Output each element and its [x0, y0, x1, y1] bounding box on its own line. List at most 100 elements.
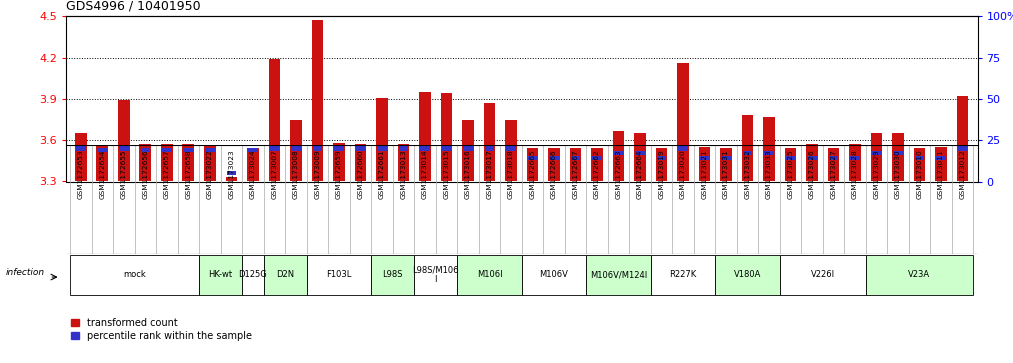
Text: GSM1173009: GSM1173009	[314, 150, 320, 199]
Bar	[377, 146, 387, 151]
FancyBboxPatch shape	[866, 255, 973, 295]
Bar	[700, 156, 709, 160]
Bar	[527, 148, 538, 182]
Text: V23A: V23A	[909, 270, 931, 280]
FancyBboxPatch shape	[587, 255, 650, 295]
Bar	[140, 144, 151, 182]
Text: HK-wt: HK-wt	[209, 270, 233, 280]
Text: D2N: D2N	[277, 270, 294, 280]
Bar	[656, 156, 667, 160]
Text: GSM1173014: GSM1173014	[422, 150, 427, 199]
Bar	[227, 171, 236, 175]
FancyBboxPatch shape	[414, 255, 457, 295]
Text: GSM1173007: GSM1173007	[271, 150, 278, 199]
Text: GSM1173018: GSM1173018	[508, 150, 514, 199]
Bar	[397, 144, 409, 182]
FancyBboxPatch shape	[200, 255, 242, 295]
Bar	[764, 151, 774, 155]
Bar	[356, 146, 366, 151]
Text: GSM1173026: GSM1173026	[809, 150, 815, 199]
Bar	[829, 156, 839, 160]
Bar	[268, 59, 281, 182]
Bar	[935, 147, 947, 182]
Bar	[419, 92, 431, 182]
Text: GSM1172664: GSM1172664	[637, 150, 643, 199]
Bar	[893, 151, 903, 155]
Bar	[376, 98, 388, 182]
Text: GSM1173022: GSM1173022	[207, 150, 213, 199]
Bar	[570, 156, 580, 160]
Bar	[678, 146, 688, 151]
Text: M106I: M106I	[477, 270, 502, 280]
FancyBboxPatch shape	[307, 255, 371, 295]
Text: GSM1173015: GSM1173015	[444, 150, 450, 199]
Text: mock: mock	[124, 270, 146, 280]
Text: GSM1172659: GSM1172659	[336, 150, 342, 199]
Bar	[334, 146, 343, 151]
Bar	[204, 146, 216, 182]
Bar	[528, 156, 537, 160]
Text: GSM1173032: GSM1173032	[745, 150, 751, 199]
Bar	[849, 144, 861, 182]
Bar	[141, 147, 150, 152]
Bar	[634, 133, 646, 182]
FancyBboxPatch shape	[780, 255, 866, 295]
FancyBboxPatch shape	[522, 255, 587, 295]
Bar	[506, 146, 516, 151]
Bar	[786, 156, 795, 160]
Text: GSM1173021: GSM1173021	[701, 150, 707, 199]
Bar	[699, 147, 710, 182]
Text: GSM1172655: GSM1172655	[121, 150, 127, 199]
Bar	[333, 143, 344, 182]
Bar	[635, 151, 645, 155]
Bar	[291, 146, 301, 151]
FancyBboxPatch shape	[263, 255, 307, 295]
Text: GSM1172662: GSM1172662	[594, 150, 600, 199]
Bar	[355, 144, 367, 182]
Bar	[290, 119, 302, 182]
Text: L98S: L98S	[383, 270, 403, 280]
Bar	[162, 147, 172, 152]
Text: GSM1173027: GSM1173027	[831, 150, 837, 199]
Text: L98S/M106
I: L98S/M106 I	[412, 266, 459, 284]
Text: V180A: V180A	[733, 270, 761, 280]
Bar	[742, 115, 754, 182]
Bar	[312, 20, 323, 182]
Bar	[205, 147, 215, 152]
Bar	[97, 147, 107, 152]
Bar	[76, 146, 86, 151]
Bar	[398, 146, 408, 151]
Text: GSM1173020: GSM1173020	[680, 150, 686, 199]
Bar	[75, 133, 87, 182]
Text: GSM1172656: GSM1172656	[143, 150, 148, 199]
Bar	[721, 156, 730, 160]
Bar	[182, 144, 194, 182]
Bar	[569, 148, 581, 182]
Bar	[96, 146, 108, 182]
FancyBboxPatch shape	[242, 255, 263, 295]
Bar	[161, 144, 173, 182]
Text: M106V: M106V	[540, 270, 568, 280]
Bar	[784, 148, 796, 182]
Text: GDS4996 / 10401950: GDS4996 / 10401950	[66, 0, 201, 13]
Text: GSM1172663: GSM1172663	[616, 150, 621, 199]
Bar	[720, 148, 731, 182]
Text: GSM1173031: GSM1173031	[723, 150, 729, 199]
Bar	[183, 147, 193, 152]
Bar	[269, 146, 280, 151]
Bar	[850, 156, 860, 160]
Bar	[613, 131, 624, 182]
Bar	[548, 148, 560, 182]
Text: M106V/M124I: M106V/M124I	[590, 270, 647, 280]
Text: GSM1173016: GSM1173016	[465, 150, 471, 199]
Text: GSM1173028: GSM1173028	[852, 150, 858, 199]
Text: infection: infection	[5, 268, 45, 277]
Bar	[871, 151, 881, 155]
Text: GSM1173010: GSM1173010	[917, 150, 923, 199]
FancyBboxPatch shape	[457, 255, 522, 295]
Text: GSM1173011: GSM1173011	[938, 150, 944, 199]
Bar	[505, 119, 517, 182]
Bar	[614, 151, 623, 155]
Bar	[807, 156, 816, 160]
Text: GSM1173012: GSM1173012	[959, 150, 965, 199]
